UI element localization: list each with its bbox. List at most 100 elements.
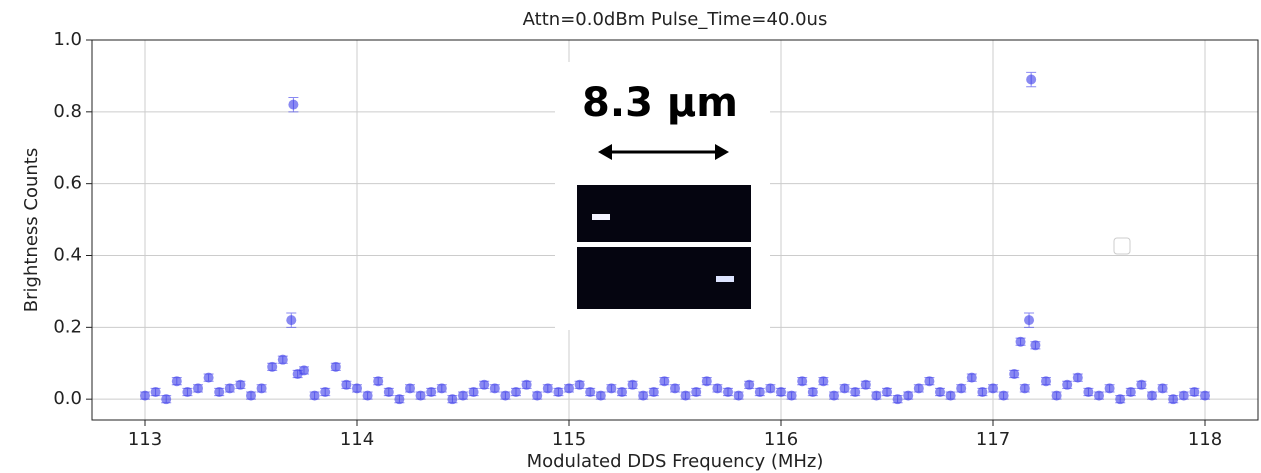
data-point (924, 376, 935, 387)
data-point (436, 383, 447, 394)
ion-spot (716, 276, 734, 282)
data-point (1136, 379, 1147, 390)
data-point (966, 372, 977, 383)
data-point (1051, 390, 1062, 401)
inset-label: 8.3 µm (582, 80, 738, 126)
data-point (627, 379, 638, 390)
data-point (1015, 336, 1026, 347)
data-point (839, 383, 850, 394)
data-point (489, 383, 500, 394)
x-tick-label: 114 (340, 429, 374, 450)
data-point (1094, 390, 1104, 401)
data-point (860, 379, 871, 390)
data-point (405, 383, 415, 394)
data-point (1083, 386, 1094, 397)
data-point (161, 394, 172, 405)
data-point (998, 390, 1009, 401)
x-tick-label: 117 (976, 429, 1010, 450)
data-point (807, 386, 818, 397)
data-point (1125, 386, 1136, 397)
data-point (415, 390, 426, 401)
data-point (956, 383, 967, 394)
data-point (288, 99, 299, 110)
data-point (309, 390, 320, 401)
data-point (426, 386, 437, 397)
data-point (1115, 394, 1126, 405)
data-point (648, 386, 659, 397)
data-point (606, 383, 617, 394)
data-point (171, 376, 182, 387)
data-point (786, 390, 797, 401)
x-tick-label: 116 (764, 429, 798, 450)
data-point (723, 386, 733, 397)
data-point (988, 383, 998, 394)
data-point (1072, 372, 1083, 383)
data-point (320, 386, 331, 397)
data-point (617, 386, 627, 397)
data-point (882, 386, 892, 397)
data-point (564, 383, 574, 394)
data-point (458, 390, 468, 401)
data-point (712, 383, 723, 394)
data-point (1009, 369, 1020, 380)
data-point (521, 379, 532, 390)
data-point (203, 372, 214, 383)
data-point (638, 390, 649, 401)
data-point (680, 390, 691, 401)
data-point (224, 383, 235, 394)
y-tick-label: 1.0 (53, 29, 82, 50)
data-point (585, 386, 596, 397)
data-point (1189, 386, 1200, 397)
data-point (935, 386, 945, 397)
y-tick-label: 0.6 (53, 173, 82, 194)
data-point (341, 379, 352, 390)
data-point (214, 386, 225, 397)
data-point (1024, 315, 1035, 326)
data-point (754, 386, 765, 397)
data-point (659, 376, 670, 387)
data-point (394, 394, 405, 405)
x-tick-label: 113 (128, 429, 162, 450)
data-point (871, 390, 882, 401)
data-point (903, 390, 914, 401)
data-point (479, 379, 490, 390)
data-point (977, 386, 988, 397)
data-point (670, 383, 680, 394)
data-point (1041, 376, 1051, 387)
data-point (574, 379, 585, 390)
y-tick-label: 0.2 (53, 316, 82, 337)
data-point (256, 383, 267, 394)
x-axis-label: Modulated DDS Frequency (MHz) (527, 451, 824, 472)
data-point (447, 394, 458, 405)
data-point (286, 315, 297, 326)
x-tick-label: 115 (552, 429, 586, 450)
data-point (1026, 74, 1037, 85)
y-tick-label: 0.8 (53, 101, 82, 122)
legend-box (1113, 237, 1131, 255)
data-point (1062, 379, 1073, 390)
data-point (1157, 383, 1168, 394)
data-point (373, 376, 384, 387)
data-point (542, 383, 553, 394)
x-tick-label: 118 (1188, 429, 1222, 450)
inset-arrowheads (598, 144, 729, 160)
data-point (330, 361, 341, 372)
y-axis-label: Brightness Counts (21, 148, 42, 312)
data-point (383, 386, 394, 397)
data-point (511, 386, 521, 397)
axes-frame (91, 39, 1259, 421)
data-point (829, 390, 839, 401)
data-point (140, 390, 150, 401)
data-point (701, 376, 712, 387)
inset-image (577, 185, 751, 242)
data-point (733, 390, 744, 401)
y-tick-label: 0.0 (53, 388, 82, 409)
data-point (913, 383, 924, 394)
data-point (1168, 394, 1179, 405)
data-point (532, 390, 543, 401)
data-point (765, 383, 776, 394)
data-point (235, 379, 246, 390)
data-point (1178, 390, 1189, 401)
data-point (246, 390, 256, 401)
